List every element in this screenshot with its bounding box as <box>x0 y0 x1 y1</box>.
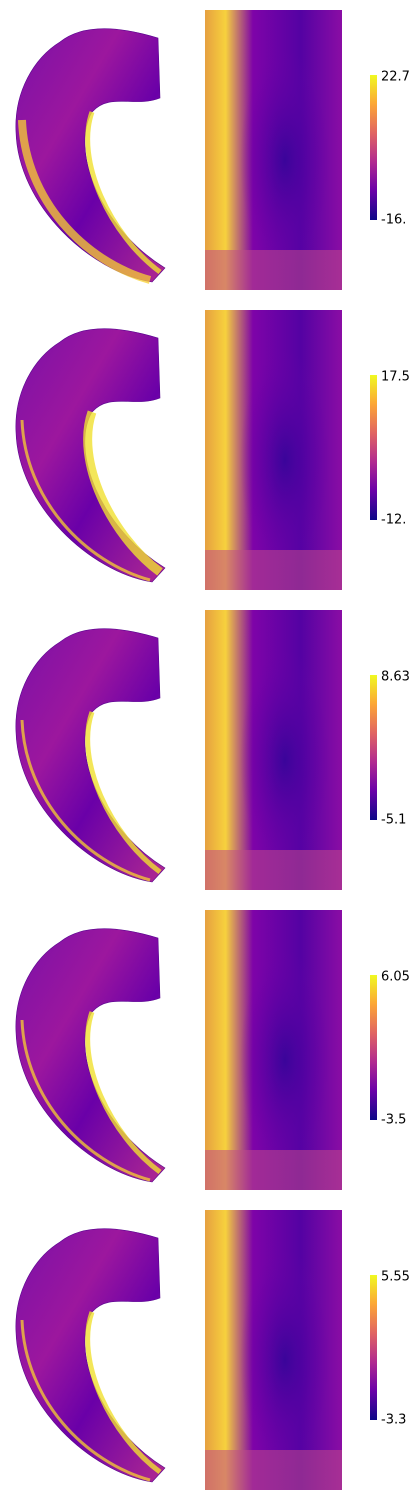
row: 8.63 -5.1 <box>15 610 410 890</box>
colorbar-min-label: -3.5 <box>381 1113 406 1128</box>
colorbar-max-label: 17.5 <box>381 370 410 385</box>
flat-map-core <box>240 650 330 870</box>
row: 22.7 -16. <box>15 10 410 290</box>
surface-edge <box>20 1019 151 1182</box>
surface-highlight <box>83 410 163 576</box>
colorbar-max-label: 6.05 <box>381 970 410 985</box>
flat-map-base <box>205 850 342 890</box>
flat-map-base <box>205 1150 342 1190</box>
colorbar <box>370 75 377 220</box>
surface-edge <box>20 1319 151 1482</box>
row: 17.5 -12. <box>15 310 410 590</box>
flat-map-base <box>205 1450 342 1490</box>
surface-highlight <box>85 1311 162 1475</box>
flat-map-core <box>240 50 330 270</box>
flat-map-core <box>240 1250 330 1470</box>
colorbar-min-label: -16. <box>381 213 406 228</box>
colorbar <box>370 675 377 820</box>
surface-edge <box>20 719 151 882</box>
colorbar <box>370 1275 377 1420</box>
colorbar-min-label: -12. <box>381 513 406 528</box>
flat-map-core <box>240 950 330 1170</box>
row: 5.55 -3.3 <box>15 1210 410 1490</box>
surface-highlight <box>85 1011 162 1175</box>
colorbar-min-label: -5.1 <box>381 813 406 828</box>
surface-edge <box>20 419 151 582</box>
colorbar-max-label: 8.63 <box>381 670 410 685</box>
colorbar-max-label: 22.7 <box>381 70 410 85</box>
colorbar-max-label: 5.55 <box>381 1270 410 1285</box>
colorbar <box>370 975 377 1120</box>
surface-edge <box>18 119 152 284</box>
flat-map-base <box>205 250 342 290</box>
flat-map-core <box>240 350 330 570</box>
flat-map-base <box>205 550 342 590</box>
surface-highlight <box>85 111 162 275</box>
colorbar <box>370 375 377 520</box>
colorbar-min-label: -3.3 <box>381 1413 406 1428</box>
surface-highlight <box>85 711 162 875</box>
row: 6.05 -3.5 <box>15 910 410 1190</box>
